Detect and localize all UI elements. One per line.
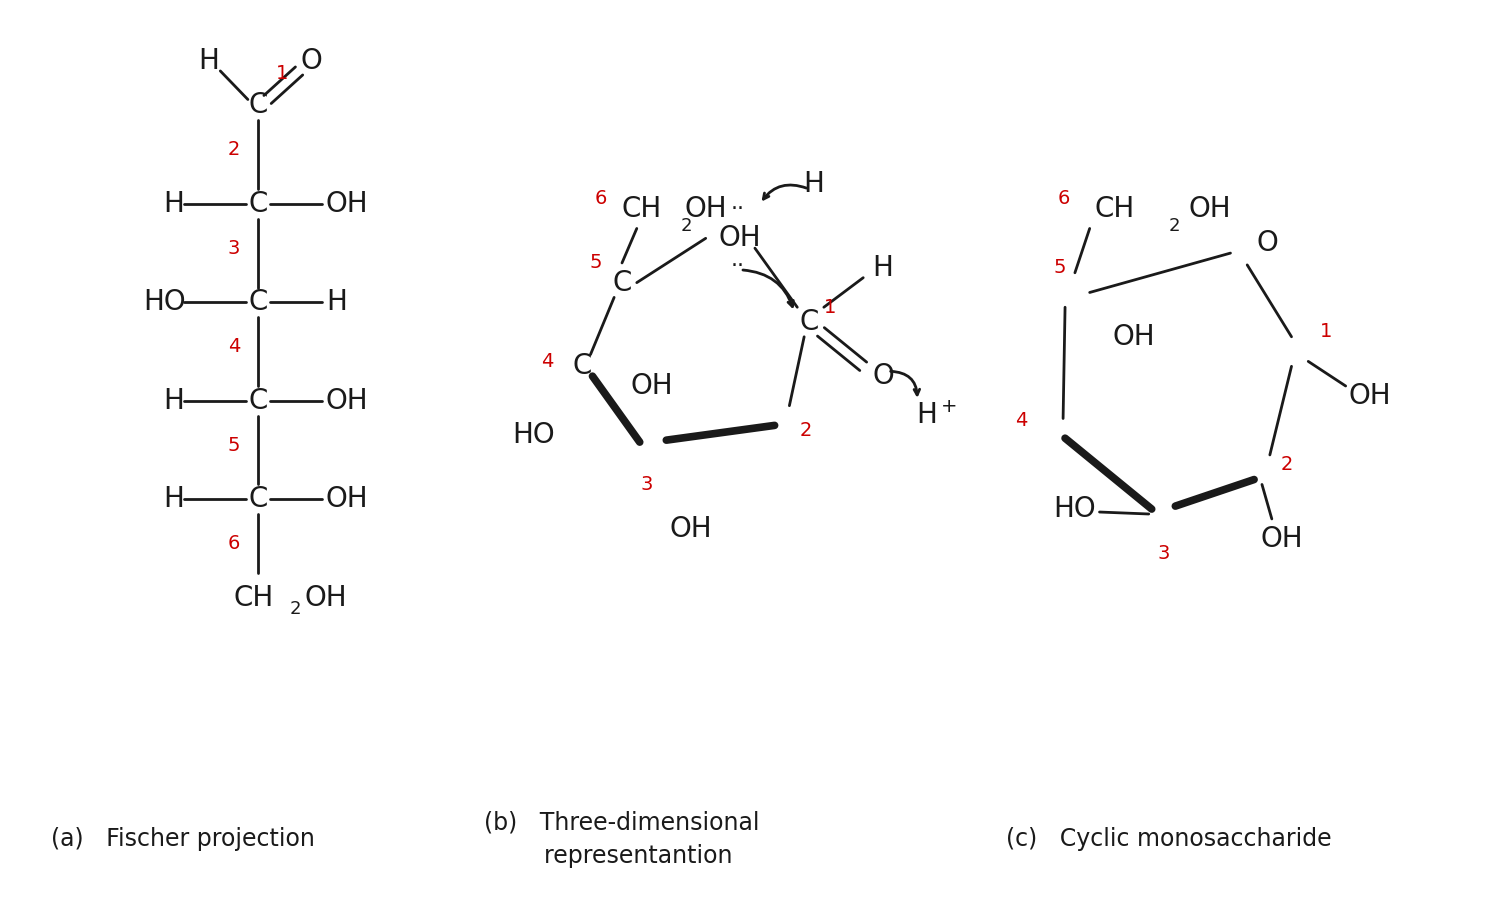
Text: 6: 6 (228, 534, 240, 553)
Text: H: H (804, 170, 825, 198)
Text: 2: 2 (1281, 455, 1293, 474)
Text: H: H (198, 47, 219, 75)
Text: 4: 4 (1014, 411, 1028, 430)
Text: H$^+$: H$^+$ (916, 401, 957, 429)
Text: 2: 2 (290, 600, 300, 618)
Text: HO: HO (142, 288, 186, 316)
Text: HO: HO (512, 421, 555, 449)
Text: (b)   Three-dimensional
        representantion: (b) Three-dimensional representantion (484, 810, 759, 868)
Text: CH: CH (232, 584, 273, 612)
Text: 3: 3 (228, 238, 240, 257)
Text: 2: 2 (681, 217, 692, 235)
Text: C: C (800, 308, 819, 336)
Text: HO: HO (1053, 495, 1096, 523)
Text: OH: OH (1188, 194, 1231, 223)
Text: C: C (248, 190, 267, 218)
Text: 2: 2 (228, 140, 240, 159)
Text: ··: ·· (730, 199, 744, 219)
Text: (a)   Fischer projection: (a) Fischer projection (51, 827, 315, 850)
Text: OH: OH (1260, 525, 1304, 553)
Text: CH: CH (621, 194, 662, 223)
Text: 4: 4 (540, 352, 554, 371)
Text: OH: OH (718, 224, 762, 252)
Text: O: O (1256, 230, 1278, 257)
Text: OH: OH (326, 190, 368, 218)
Text: C: C (248, 92, 267, 120)
Text: 1: 1 (1320, 322, 1332, 341)
Text: OH: OH (630, 372, 674, 400)
Text: 6: 6 (1058, 189, 1070, 209)
Text: 5: 5 (1054, 258, 1066, 277)
Text: ··: ·· (730, 256, 744, 276)
Text: 2: 2 (1168, 217, 1180, 235)
Text: O: O (302, 47, 322, 75)
Text: 2: 2 (800, 421, 812, 440)
Text: H: H (873, 254, 894, 282)
Text: C: C (248, 387, 267, 415)
Text: OH: OH (669, 515, 712, 543)
Text: OH: OH (1348, 382, 1392, 410)
Text: C: C (248, 485, 267, 513)
Text: 3: 3 (1158, 544, 1170, 562)
Text: 1: 1 (824, 298, 836, 317)
Text: 4: 4 (228, 338, 240, 356)
Text: H: H (164, 190, 184, 218)
Text: C: C (573, 352, 592, 381)
Text: OH: OH (1113, 323, 1155, 351)
Text: CH: CH (1095, 194, 1136, 223)
Text: H: H (164, 387, 184, 415)
Text: H: H (164, 485, 184, 513)
Text: OH: OH (684, 194, 728, 223)
Text: OH: OH (326, 485, 368, 513)
Text: H: H (326, 288, 346, 316)
Text: O: O (871, 362, 894, 391)
Text: 1: 1 (276, 65, 288, 84)
Text: C: C (248, 288, 267, 316)
Text: 5: 5 (590, 254, 603, 273)
Text: C: C (612, 268, 632, 297)
Text: 6: 6 (596, 189, 608, 209)
Text: (c)   Cyclic monosaccharide: (c) Cyclic monosaccharide (1007, 827, 1332, 850)
Text: OH: OH (304, 584, 348, 612)
Text: OH: OH (326, 387, 368, 415)
Text: 5: 5 (228, 436, 240, 454)
Text: 3: 3 (640, 475, 652, 494)
